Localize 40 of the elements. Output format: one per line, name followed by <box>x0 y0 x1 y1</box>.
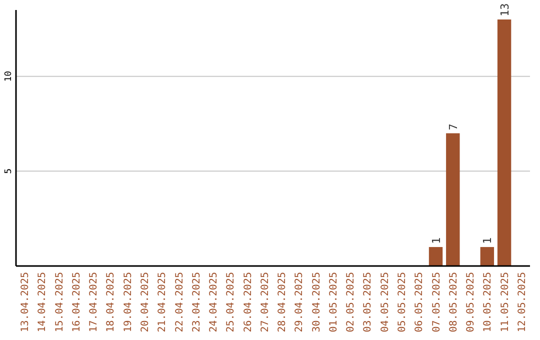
data-label: 7 <box>446 124 460 130</box>
x-tick-label: 10.05.2025 <box>482 272 494 332</box>
x-tick-label: 21.04.2025 <box>157 272 168 332</box>
x-tick-label: 08.05.2025 <box>448 272 460 332</box>
x-tick-label: 03.05.2025 <box>362 272 374 332</box>
x-tick-label: 13.04.2025 <box>20 272 32 332</box>
x-tick-label: 16.04.2025 <box>71 272 82 332</box>
x-tick-label: 24.04.2025 <box>208 272 220 332</box>
x-tick-label: 25.04.2025 <box>226 272 237 332</box>
data-label: 1 <box>481 237 494 244</box>
x-tick-label: 06.05.2025 <box>414 272 426 332</box>
x-tick-label: 22.04.2025 <box>174 272 186 332</box>
x-tick-label: 02.05.2025 <box>346 272 357 332</box>
x-tick-label: 30.04.2025 <box>311 272 322 332</box>
x-tick-label: 29.04.2025 <box>294 272 306 332</box>
x-tick-label: 11.05.2025 <box>500 272 511 332</box>
x-tick-label: 27.04.2025 <box>260 272 271 332</box>
x-tick-label: 07.05.2025 <box>431 272 442 332</box>
y-tick-label: 5 <box>4 168 14 174</box>
data-label: 13 <box>498 3 512 16</box>
x-tick-label: 01.05.2025 <box>328 272 340 332</box>
x-tick-label: 12.05.2025 <box>516 272 528 332</box>
data-label: 1 <box>430 237 443 244</box>
bar <box>446 133 460 266</box>
bar <box>480 247 494 266</box>
x-tick-label: 28.04.2025 <box>277 272 288 332</box>
x-tick-label: 14.04.2025 <box>37 272 48 332</box>
x-tick-label: 15.04.2025 <box>54 272 66 332</box>
x-tick-label: 04.05.2025 <box>380 272 391 332</box>
x-tick-label: 17.04.2025 <box>88 272 100 332</box>
bar <box>497 19 512 266</box>
y-tick-label: 10 <box>4 70 14 82</box>
x-tick-label: 23.04.2025 <box>191 272 202 332</box>
x-tick-label: 05.05.2025 <box>397 272 408 332</box>
bar <box>428 247 443 266</box>
x-tick-label: 26.04.2025 <box>242 272 254 332</box>
x-tick-label: 18.04.2025 <box>106 272 117 332</box>
x-tick-label: 20.04.2025 <box>140 272 151 332</box>
x-tick-label: 09.05.2025 <box>466 272 477 332</box>
x-tick-label: 19.04.2025 <box>122 272 134 332</box>
